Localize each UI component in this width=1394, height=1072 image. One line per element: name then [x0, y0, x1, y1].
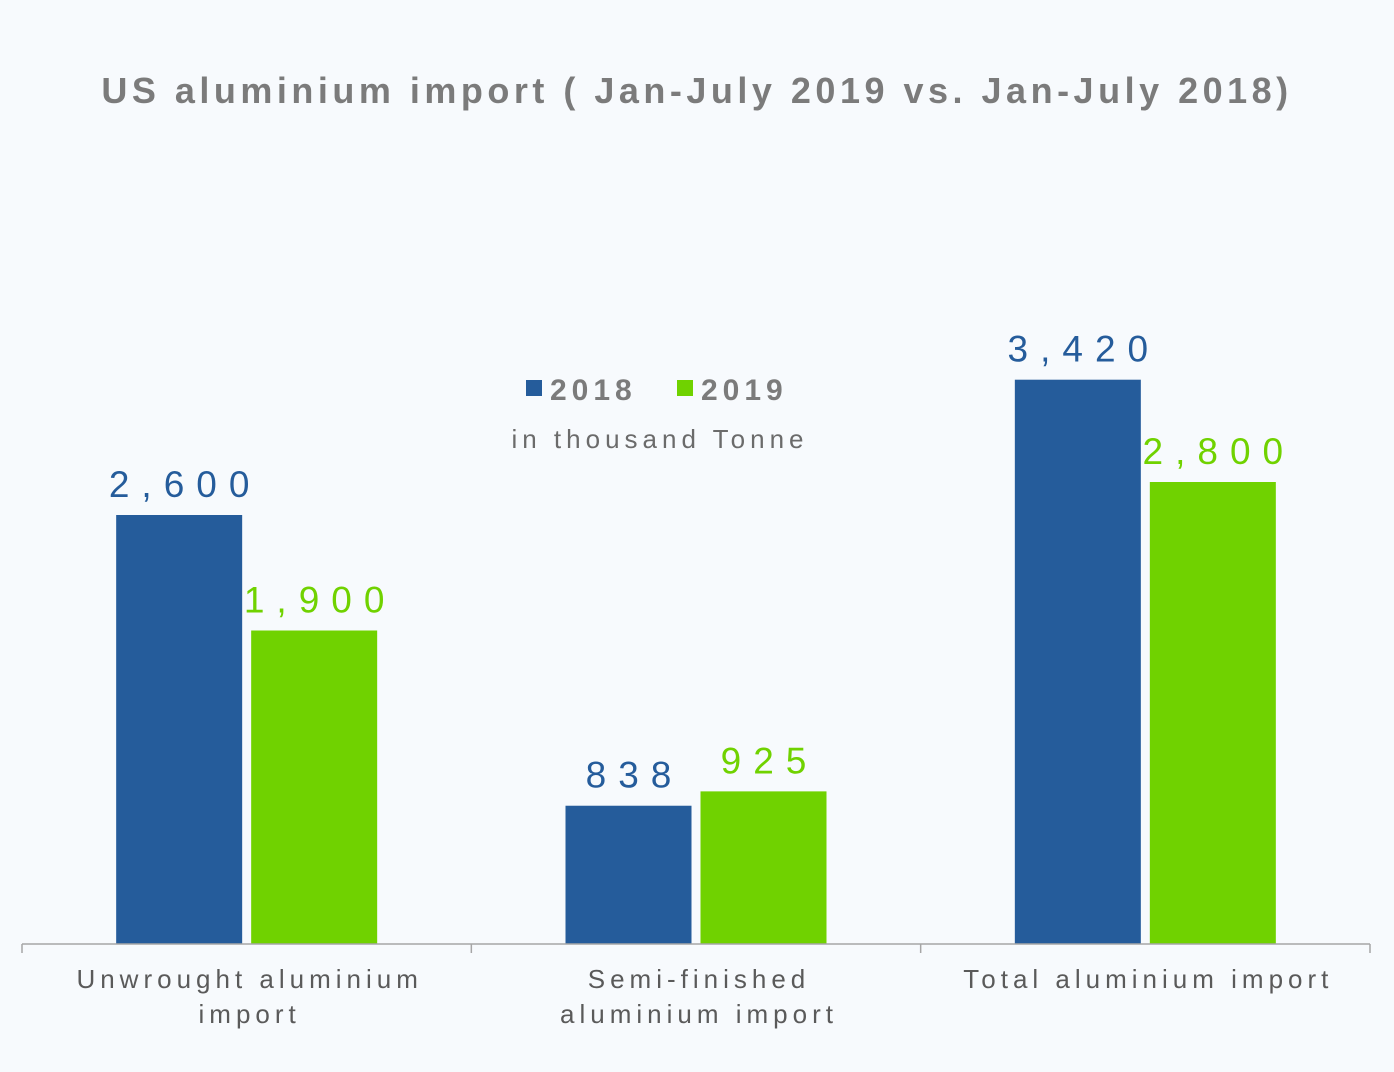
data-label-2019-0: 1,900 [244, 580, 397, 621]
category-label-1: aluminium import [560, 999, 838, 1029]
bar-2018-1 [565, 805, 692, 944]
bar-2018-0 [116, 515, 243, 944]
data-label-2018-1: 838 [586, 755, 684, 796]
legend-swatch-2018 [526, 380, 542, 396]
legend-label-2019: 2019 [701, 374, 788, 407]
category-label-0: import [199, 999, 301, 1029]
bars: 2,600 1,900 838 925 3,420 2,800 [109, 329, 1296, 944]
category-label-2: Total aluminium import [963, 964, 1333, 994]
data-label-2019-2: 2,800 [1143, 431, 1296, 472]
legend-swatch-2019 [677, 380, 693, 396]
data-label-2018-0: 2,600 [109, 464, 262, 505]
bar-2018-2 [1014, 379, 1141, 944]
x-axis: Unwrought aluminium import Semi-finished al… [21, 943, 1371, 1029]
bar-2019-1 [700, 791, 827, 944]
bar-2019-0 [251, 630, 378, 944]
legend-label-2018: 2018 [550, 374, 637, 407]
chart-title: US aluminium import ( Jan-July 2019 vs. … [101, 70, 1292, 111]
bar-2019-2 [1149, 482, 1276, 944]
legend: 2018 2019 [526, 374, 788, 407]
category-label-0: Unwrought aluminium [76, 964, 422, 994]
data-label-2018-2: 3,420 [1008, 329, 1161, 370]
unit-label: in thousand Tonne [511, 424, 808, 454]
category-label-1: Semi-finished [588, 964, 811, 994]
data-label-2019-1: 925 [721, 740, 819, 781]
